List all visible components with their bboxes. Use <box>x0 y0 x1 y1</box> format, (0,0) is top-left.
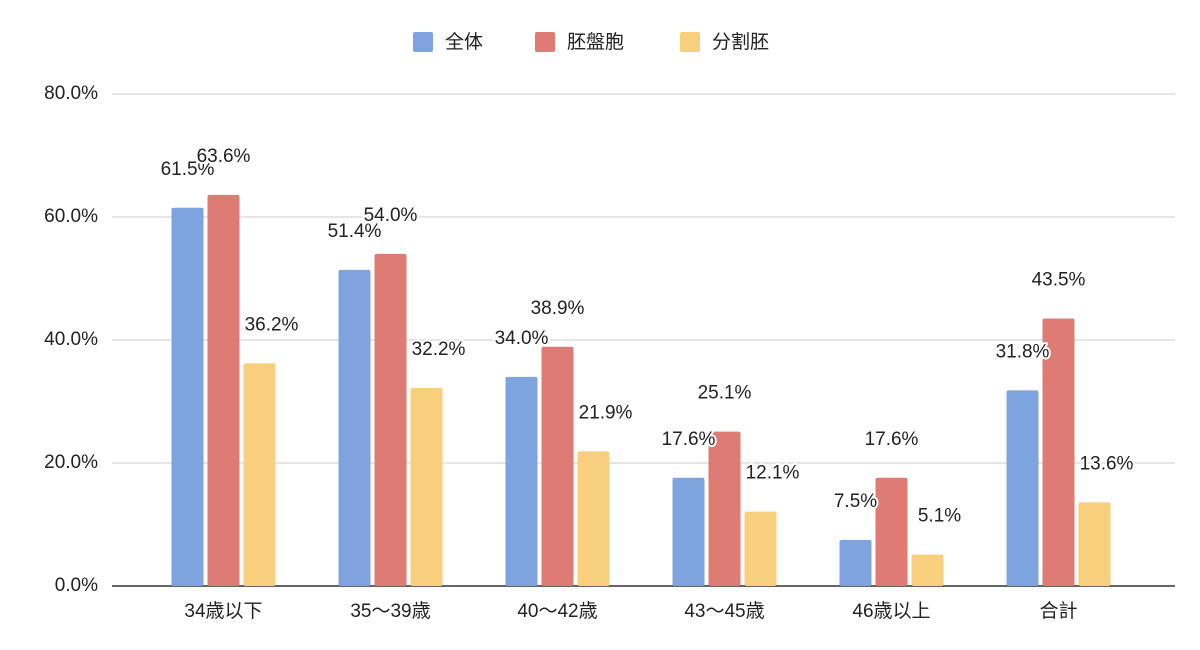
legend-swatch <box>680 32 700 52</box>
x-tick-label: 合計 <box>1039 600 1077 622</box>
legend-swatch <box>413 32 433 52</box>
x-tick-label: 43〜45歳 <box>684 600 764 622</box>
legend-label: 分割胚 <box>712 31 769 53</box>
bar <box>577 451 610 586</box>
x-tick-label: 46歳以上 <box>852 600 930 622</box>
value-label: 36.2% <box>245 314 299 335</box>
bar <box>1042 318 1075 586</box>
y-tick-label: 80.0% <box>44 83 98 104</box>
bar <box>505 376 538 586</box>
value-label: 7.5% <box>834 491 877 512</box>
bar <box>911 554 944 586</box>
value-label: 13.6% <box>1080 453 1134 474</box>
value-label: 34.0% <box>495 328 549 349</box>
value-label: 63.6% <box>197 146 251 167</box>
bar <box>875 477 908 586</box>
bar <box>672 477 705 586</box>
value-label: 51.4% <box>328 221 382 242</box>
bar <box>1078 502 1111 586</box>
bar <box>207 194 240 587</box>
value-label: 17.6% <box>662 429 716 450</box>
y-tick-label: 40.0% <box>44 329 98 350</box>
legend-swatch <box>535 32 555 52</box>
value-label: 32.2% <box>412 339 466 360</box>
bar <box>338 269 371 586</box>
bar <box>171 207 204 586</box>
legend-label: 胚盤胞 <box>567 31 624 53</box>
bar <box>744 511 777 586</box>
bar <box>243 363 276 586</box>
value-label: 38.9% <box>531 298 585 319</box>
bar <box>410 387 443 586</box>
value-label: 61.5% <box>161 159 215 180</box>
x-tick-label: 40〜42歳 <box>517 600 597 622</box>
bar <box>708 431 741 586</box>
bar <box>1006 390 1039 586</box>
x-tick-label: 34歳以下 <box>184 600 262 622</box>
bar <box>541 346 574 586</box>
value-label: 54.0% <box>364 205 418 226</box>
value-label: 21.9% <box>579 402 633 423</box>
y-tick-label: 60.0% <box>44 206 98 227</box>
value-label: 43.5% <box>1032 269 1086 290</box>
value-label: 5.1% <box>918 506 961 527</box>
value-label: 31.8% <box>996 341 1050 362</box>
bar <box>839 539 872 586</box>
bar <box>374 253 407 586</box>
legend-label: 全体 <box>445 31 483 53</box>
value-label: 17.6% <box>865 429 919 450</box>
value-label: 25.1% <box>698 383 752 404</box>
y-tick-label: 0.0% <box>55 575 98 596</box>
y-tick-label: 20.0% <box>44 452 98 473</box>
x-tick-label: 35〜39歳 <box>350 600 430 622</box>
value-label: 12.1% <box>746 463 800 484</box>
